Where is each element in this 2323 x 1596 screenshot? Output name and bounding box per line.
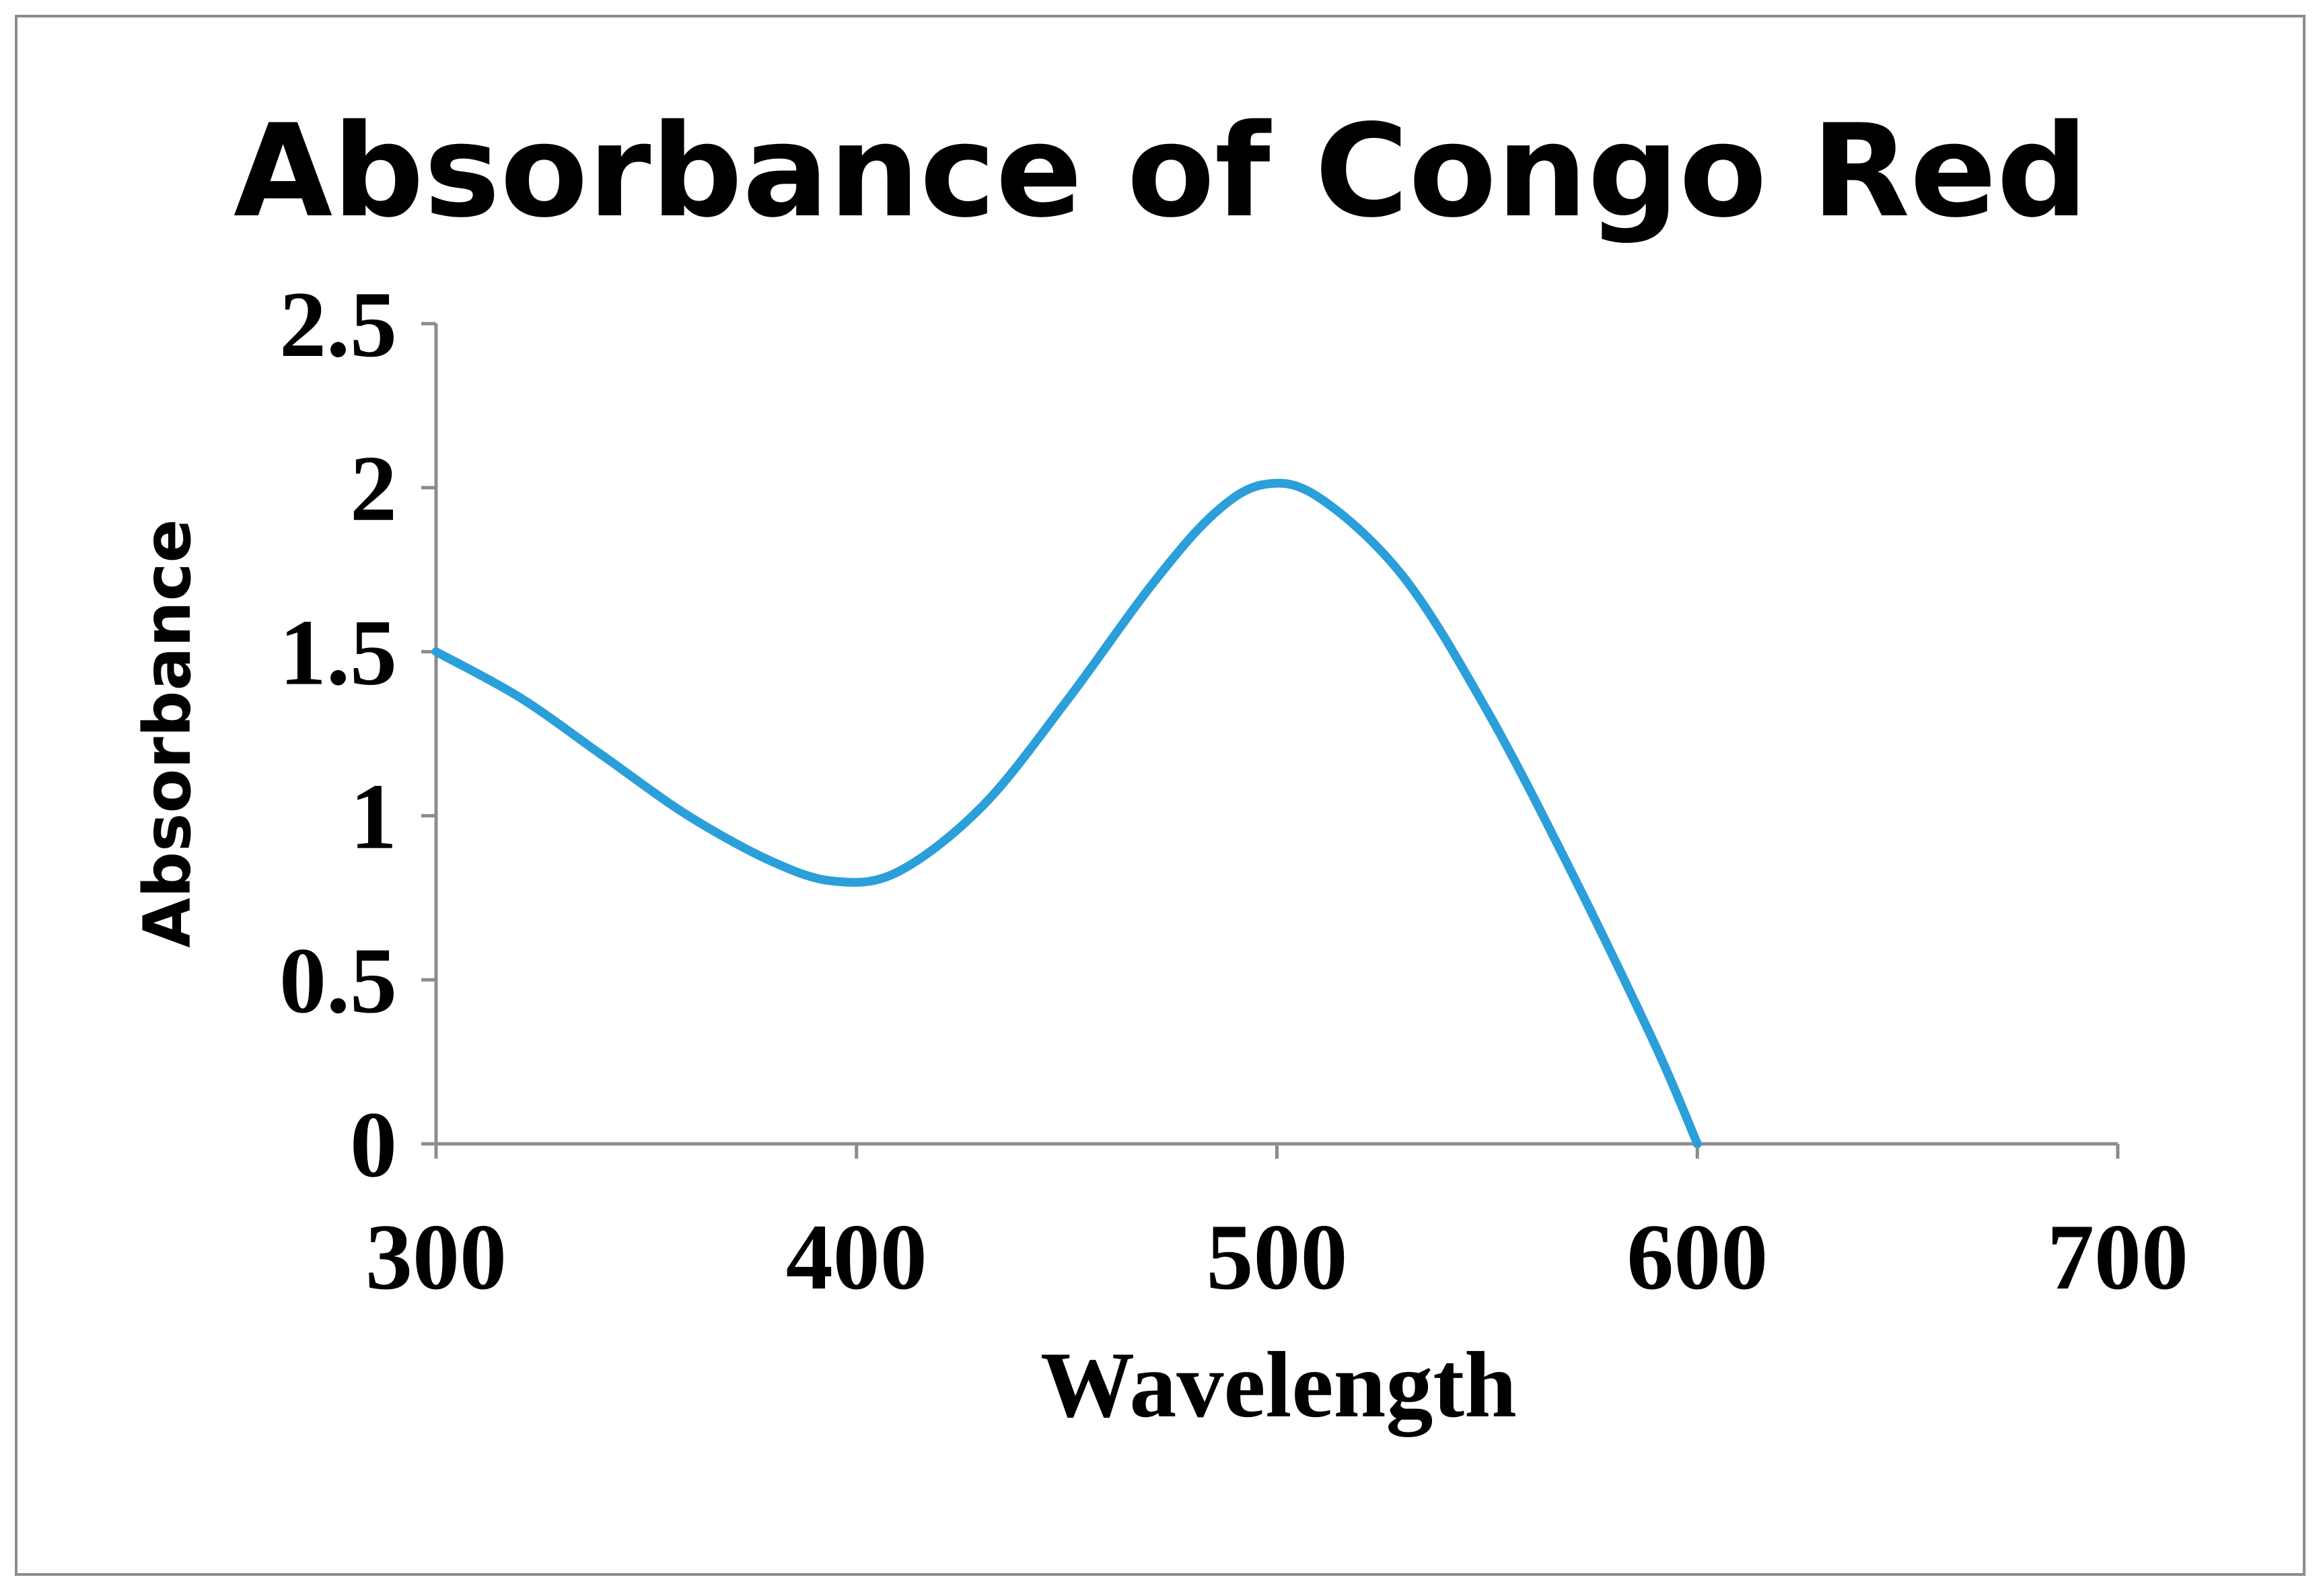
y-tick-label: 0	[350, 1093, 397, 1197]
y-axis-label: Absorbance	[130, 519, 205, 947]
y-tick-label: 0.5	[279, 929, 397, 1033]
y-ticks: 0 0.5 1 1.5 2 2.5	[279, 273, 436, 1197]
x-tick-label: 600	[1627, 1205, 1768, 1309]
y-tick-label: 1.5	[279, 601, 397, 705]
x-tick-label: 400	[786, 1205, 927, 1309]
x-tick-label: 300	[365, 1205, 507, 1309]
x-tick-label: 500	[1207, 1205, 1348, 1309]
y-tick-label: 2	[350, 437, 397, 541]
series-line-0	[431, 478, 1702, 1149]
axes	[434, 324, 2118, 1146]
y-tick-label: 2.5	[279, 273, 397, 377]
chart-title: Absorbance of Congo Red	[234, 97, 2088, 246]
series-group	[431, 478, 1702, 1149]
x-axis-label: Wavelength	[1040, 1333, 1517, 1437]
x-ticks: 300 400 500 600 700	[365, 1144, 2188, 1309]
x-tick-label: 700	[2047, 1205, 2188, 1309]
chart-frame	[15, 15, 2306, 1576]
y-tick-label: 1	[350, 764, 397, 869]
